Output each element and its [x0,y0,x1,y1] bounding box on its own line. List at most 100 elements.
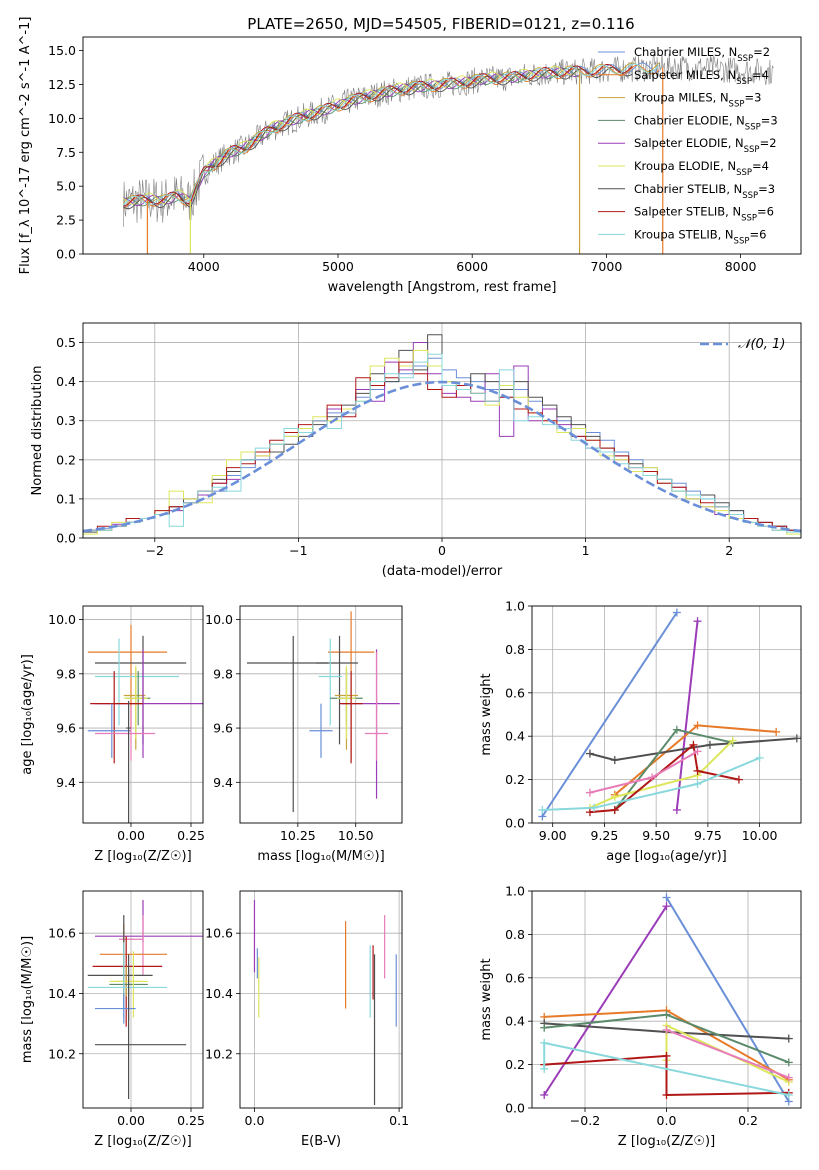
y-tick-label: 0.6 [505,685,525,700]
y-tick-label: 0.1 [56,491,76,506]
x-axis-label: Z [log₁₀(Z/Z☉)] [94,1134,191,1149]
legend-models: Chabrier MILES, NSSP=2 Salpeter MILES, NS… [598,45,778,246]
x-tick-label: 9.25 [591,828,619,843]
y-tick-label: 10.6 [48,926,76,941]
model-spectrum-line [123,63,633,207]
x-tick-label: 9.75 [694,828,722,843]
x-tick-label: −2 [146,543,164,558]
histogram-series [83,353,801,538]
y-tick-label: 0.4 [56,374,76,389]
plot-area-z-weight [540,893,793,1106]
model-spectrum-line [123,66,633,210]
y-axis-label: Flux [f_λ 10^-17 erg cm^-2 s^-1 A^-1] [18,17,33,275]
axes-frame [239,605,403,824]
x-tick-label: −0.2 [570,1113,600,1128]
y-tick-label: 5.0 [56,179,76,194]
y-tick-label: 10.6 [205,926,233,941]
plot-area-ebv-mass [253,900,397,1105]
x-tick-label: 0.0 [245,1113,265,1128]
x-tick-label: 0.0 [657,1113,677,1128]
axes-frame [239,890,403,1109]
y-tick-label: 10.4 [48,986,76,1001]
legend-entry: Chabrier ELODIE, NSSP=3 [634,113,778,132]
weight-series-line [541,611,678,818]
y-axis-label: mass weight [479,673,494,755]
legend-normal-label: 𝒩(0, 1) [738,337,785,352]
x-tick-label: 10.25 [280,828,316,843]
y-tick-label: 9.6 [56,721,76,736]
x-tick-label: 10.00 [742,828,778,843]
model-spectrum-line [123,67,580,207]
panels-group: 4000 5000 6000 7000 8000 0.0 2.5 5.0 7.5 10.0 12.5… [18,17,802,1149]
plot-area-z-mass [87,900,203,1099]
x-tick-label: 8000 [725,259,757,274]
y-tick-label: 9.8 [56,666,76,681]
x-axis-label: E(B-V) [301,1134,341,1149]
x-tick-label: 5000 [322,259,354,274]
x-tick-label: 7000 [590,259,622,274]
y-tick-label: 0.0 [56,531,76,546]
y-tick-label: 0.8 [505,927,525,942]
legend-entry: Chabrier STELIB, NSSP=3 [634,182,775,201]
weight-series-line [542,756,760,811]
plot-area-spectrum [122,53,774,254]
x-tick-label: 0.00 [117,1113,145,1128]
y-tick-label: 0.2 [505,1057,525,1072]
y-tick-label: 10.0 [48,111,76,126]
y-axis-label: age [log₁₀(age/yr)] [20,654,35,775]
axes-frame [82,605,204,824]
x-tick-label: −1 [289,543,307,558]
y-tick-label: 0.6 [505,970,525,985]
y-tick-label: 0.0 [56,247,76,262]
y-tick-label: 0.4 [505,1014,525,1029]
x-axis-label: (data-model)/error [382,564,503,579]
legend-entry: Kroupa MILES, NSSP=3 [634,91,761,110]
y-tick-label: 0.2 [505,772,525,787]
y-tick-label: 10.0 [205,612,233,627]
model-spectrum-line [122,63,660,206]
axes-ebv-mass: 0.0 0.1 10.2 10.4 10.6 [205,891,409,1128]
x-tick-label: 0.00 [117,828,145,843]
y-tick-label: 10.0 [48,612,76,627]
x-tick-label: 2 [725,543,733,558]
y-tick-label: 7.5 [56,145,76,160]
x-tick-label: 4000 [188,259,220,274]
axes-frame [531,605,802,824]
x-axis-label: wavelength [Angstrom, rest frame] [328,280,557,295]
axes-frame [82,322,802,539]
x-tick-label: 0.25 [177,828,205,843]
y-tick-label: 0.8 [505,642,525,657]
legend-entry: Kroupa STELIB, NSSP=6 [634,227,766,246]
weight-series-line [544,1054,789,1097]
y-tick-label: 0.0 [505,1101,525,1116]
weight-series-line [589,737,797,762]
x-tick-label: 9.50 [642,828,670,843]
x-axis-label: age [log₁₀(age/yr)] [606,849,727,864]
x-axis-label: mass [log₁₀(M/M☉)] [257,849,384,864]
x-tick-label: 10.50 [338,828,374,843]
y-tick-label: 9.6 [213,721,233,736]
axes-age-weight: 9.00 9.25 9.50 9.75 10.00 0.0 0.2 0.4 0.6 0.8 1.0 [505,599,801,843]
y-tick-label: 10.4 [205,986,233,1001]
axes-frame [82,890,204,1109]
y-tick-label: 1.0 [505,599,525,614]
x-tick-label: 6000 [456,259,488,274]
y-axis-label: mass weight [479,958,494,1040]
axes-spectrum: 4000 5000 6000 7000 8000 0.0 2.5 5.0 7.5 10.0 12.5… [48,43,756,274]
x-tick-label: 0.25 [177,1113,205,1128]
weight-series-line [589,743,740,814]
legend-entry: Salpeter ELODIE, NSSP=2 [634,136,777,155]
axes-mass-age: 10.25 10.50 9.4 9.6 9.8 10.0 [205,606,402,843]
y-tick-label: 12.5 [48,77,76,92]
y-tick-label: 2.5 [56,213,76,228]
y-tick-label: 9.4 [213,775,233,790]
y-tick-label: 0.0 [505,816,525,831]
x-tick-label: 9.00 [539,828,567,843]
axes-frame [82,36,802,255]
axes-frame [531,890,802,1109]
legend-entry: Salpeter STELIB, NSSP=6 [634,205,774,224]
y-tick-label: 0.3 [56,413,76,428]
y-tick-label: 0.5 [56,335,76,350]
x-axis-label: Z [log₁₀(Z/Z☉)] [94,849,191,864]
y-axis-label: Normed distribution [30,366,45,496]
